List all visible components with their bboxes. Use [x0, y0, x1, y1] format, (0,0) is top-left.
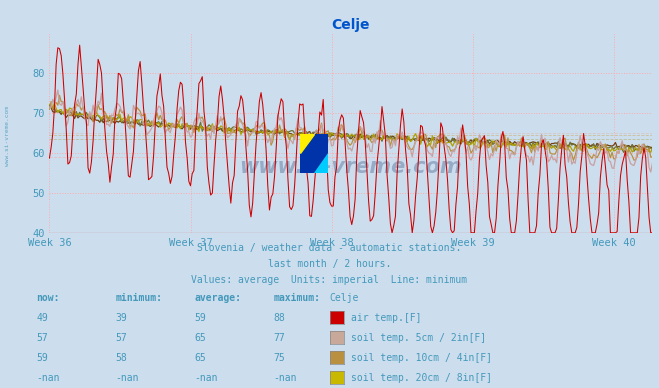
Text: 57: 57: [115, 333, 127, 343]
Text: soil temp. 20cm / 8in[F]: soil temp. 20cm / 8in[F]: [351, 373, 492, 383]
Text: soil temp. 10cm / 4in[F]: soil temp. 10cm / 4in[F]: [351, 353, 492, 363]
Polygon shape: [300, 134, 314, 153]
Polygon shape: [314, 153, 328, 173]
Text: Celje: Celje: [330, 293, 359, 303]
Text: last month / 2 hours.: last month / 2 hours.: [268, 259, 391, 269]
Text: -nan: -nan: [273, 373, 297, 383]
Text: minimum:: minimum:: [115, 293, 162, 303]
Text: 65: 65: [194, 353, 206, 363]
Text: maximum:: maximum:: [273, 293, 320, 303]
Text: soil temp. 5cm / 2in[F]: soil temp. 5cm / 2in[F]: [351, 333, 486, 343]
Text: now:: now:: [36, 293, 60, 303]
Text: www.si-vreme.com: www.si-vreme.com: [240, 157, 462, 177]
Text: average:: average:: [194, 293, 241, 303]
Text: -nan: -nan: [115, 373, 139, 383]
Text: 39: 39: [115, 313, 127, 323]
Text: 75: 75: [273, 353, 285, 363]
Text: 58: 58: [115, 353, 127, 363]
Text: -nan: -nan: [194, 373, 218, 383]
Text: air temp.[F]: air temp.[F]: [351, 313, 421, 323]
Text: 57: 57: [36, 333, 48, 343]
Text: www.si-vreme.com: www.si-vreme.com: [5, 106, 11, 166]
Text: Slovenia / weather data - automatic stations.: Slovenia / weather data - automatic stat…: [197, 242, 462, 253]
Text: 77: 77: [273, 333, 285, 343]
Text: 59: 59: [36, 353, 48, 363]
Text: Values: average  Units: imperial  Line: minimum: Values: average Units: imperial Line: mi…: [191, 275, 468, 285]
Text: 49: 49: [36, 313, 48, 323]
Text: 65: 65: [194, 333, 206, 343]
Text: 88: 88: [273, 313, 285, 323]
Text: -nan: -nan: [36, 373, 60, 383]
Title: Celje: Celje: [331, 18, 370, 32]
Text: 59: 59: [194, 313, 206, 323]
